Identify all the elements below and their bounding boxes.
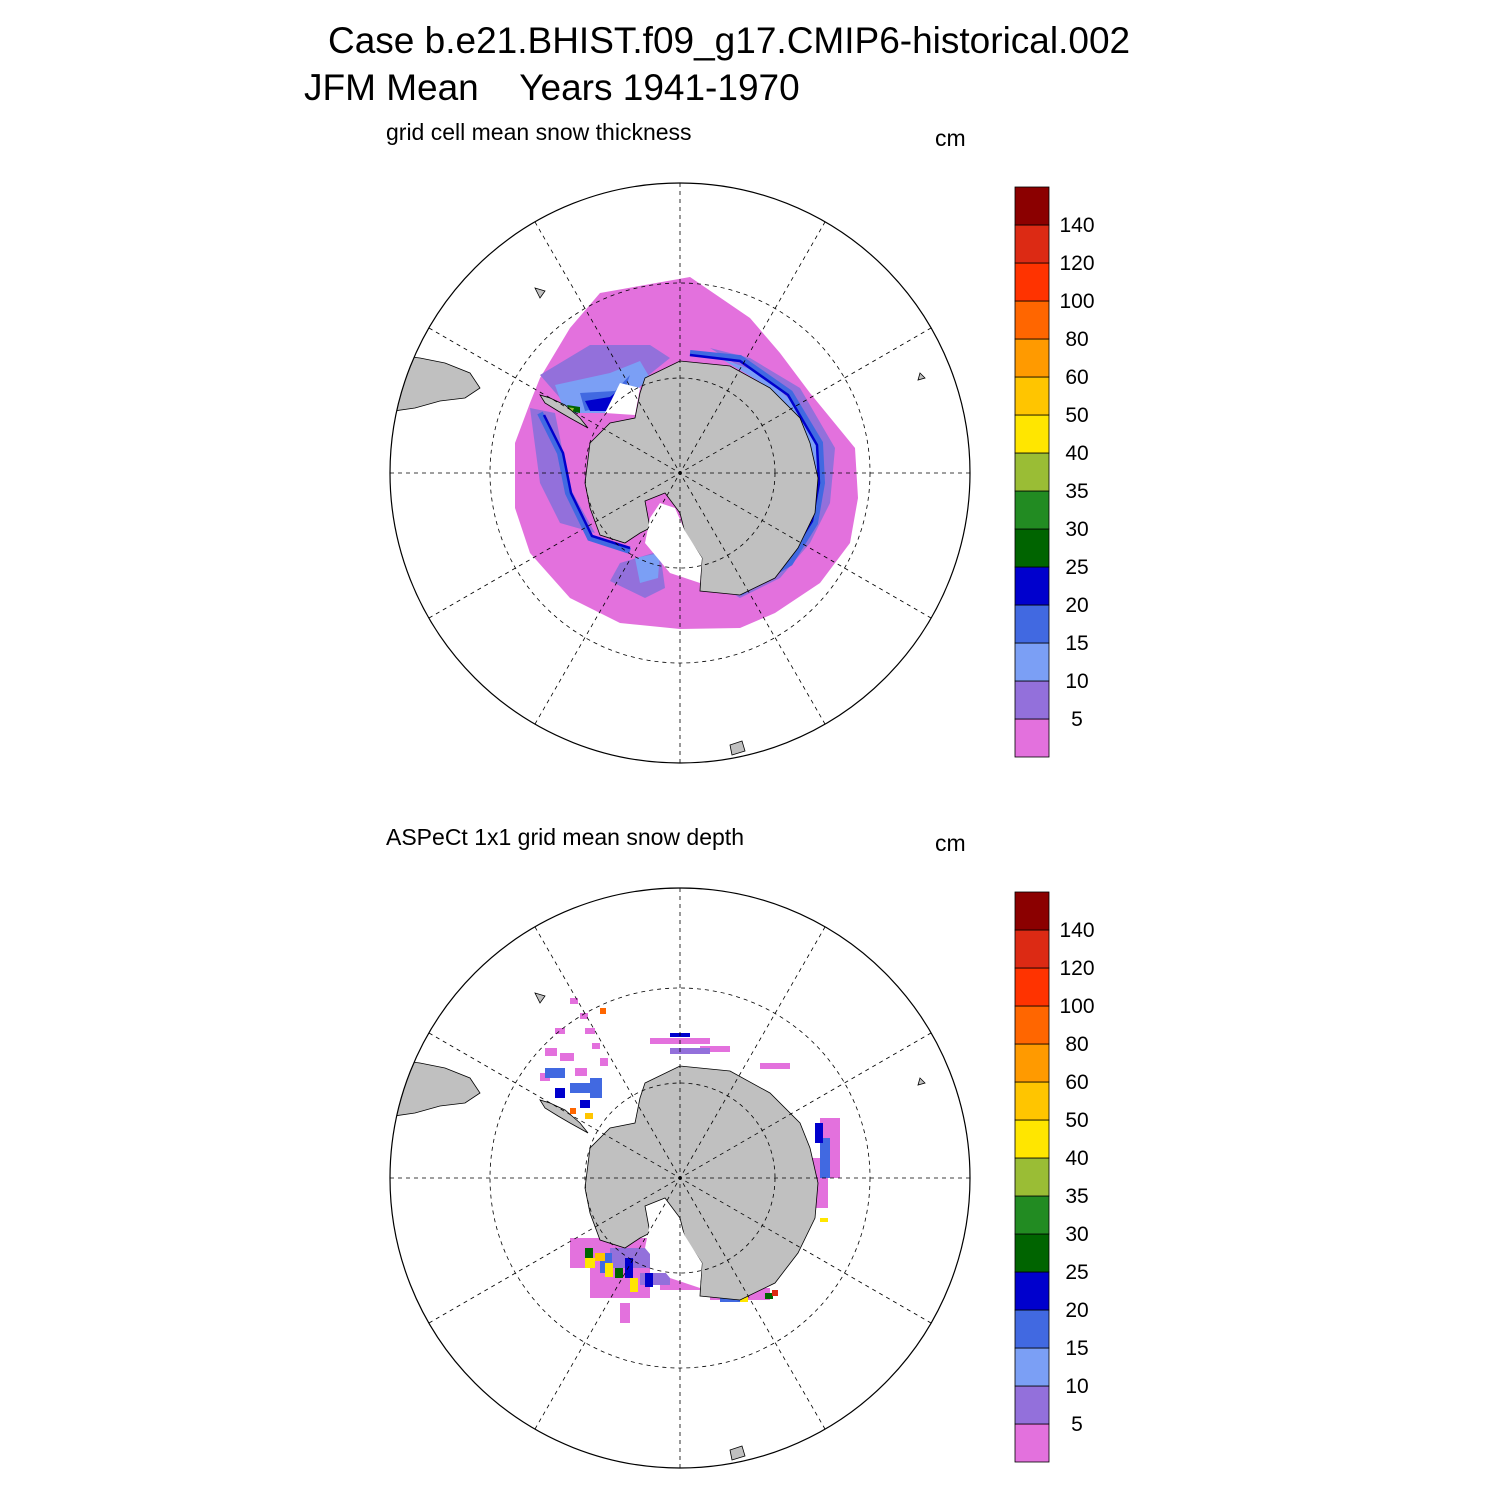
colorbar-tick-label: 60 (1065, 1071, 1088, 1094)
panel2-title: ASPeCt 1x1 grid mean snow depth (386, 824, 744, 850)
colorbar-swatch (1014, 414, 1050, 454)
colorbar-swatch (1014, 452, 1050, 492)
colorbar-swatch (1014, 300, 1050, 340)
colorbar-tick-label: 10 (1065, 670, 1088, 693)
colorbar-swatch (1014, 642, 1050, 682)
colorbar-swatch (1014, 338, 1050, 378)
colorbar-tick-label: 5 (1071, 708, 1083, 731)
colorbar-swatch (1014, 376, 1050, 416)
colorbar-tick-label: 30 (1065, 518, 1088, 541)
panel1-units: cm (935, 125, 966, 151)
colorbar-tick-label: 80 (1065, 1033, 1088, 1056)
colorbar-tick-label: 20 (1065, 594, 1088, 617)
colorbar-swatch (1014, 891, 1050, 931)
colorbar-swatch (1014, 967, 1050, 1007)
colorbar-tick-label: 100 (1059, 995, 1094, 1018)
colorbar-swatch (1014, 718, 1050, 758)
colorbar-tick-label: 100 (1059, 290, 1094, 313)
colorbar-tick-label: 30 (1065, 1223, 1088, 1246)
colorbar-tick-label: 35 (1065, 480, 1088, 503)
colorbar-swatch (1014, 1119, 1050, 1159)
colorbar-swatch (1014, 604, 1050, 644)
colorbar-tick-label: 20 (1065, 1299, 1088, 1322)
panel1-map-border (389, 182, 971, 764)
colorbar-swatch (1014, 262, 1050, 302)
panel2-antarctica-landmass (539, 1065, 819, 1301)
panel1-antarctica-landmass (539, 360, 819, 596)
panel1-polar-map (389, 182, 971, 764)
colorbar-tick-label: 15 (1065, 1337, 1088, 1360)
colorbar-tick-label: 15 (1065, 632, 1088, 655)
colorbar-swatch (1014, 1385, 1050, 1425)
panel2-units: cm (935, 830, 966, 856)
panel1-title: grid cell mean snow thickness (386, 119, 692, 145)
colorbar-tick-label: 120 (1059, 957, 1094, 980)
main-title-period: JFM Mean Years 1941-1970 (304, 67, 800, 108)
panel2-polar-map (389, 887, 971, 1469)
colorbar-swatch (1014, 1157, 1050, 1197)
panel2-map-border (389, 887, 971, 1469)
colorbar-swatch (1014, 566, 1050, 606)
colorbar-tick-label: 80 (1065, 328, 1088, 351)
colorbar-tick-label: 60 (1065, 366, 1088, 389)
colorbar-swatch (1014, 929, 1050, 969)
colorbar-tick-label: 140 (1059, 919, 1094, 942)
colorbar-tick-label: 140 (1059, 214, 1094, 237)
colorbar-swatch (1014, 1233, 1050, 1273)
colorbar-tick-label: 10 (1065, 1375, 1088, 1398)
colorbar-tick-label: 35 (1065, 1185, 1088, 1208)
colorbar-swatch (1014, 1423, 1050, 1463)
panel1-colorbar: 5 10 15 20 25 30 35 40 50 60 80 100 120 140 (1014, 186, 1095, 758)
colorbar-swatch (1014, 680, 1050, 720)
colorbar-tick-label: 5 (1071, 1413, 1083, 1436)
colorbar-tick-label: 40 (1065, 1147, 1088, 1170)
main-title-case: Case b.e21.BHIST.f09_g17.CMIP6-historica… (328, 20, 1131, 61)
panel2-colorbar: 5 10 15 20 25 30 35 40 50 60 80 100 120 140 (1014, 891, 1095, 1463)
colorbar-swatch (1014, 1043, 1050, 1083)
colorbar-swatch (1014, 1271, 1050, 1311)
colorbar-swatch (1014, 224, 1050, 264)
colorbar-swatch (1014, 1081, 1050, 1121)
colorbar-tick-label: 120 (1059, 252, 1094, 275)
colorbar-tick-label: 40 (1065, 442, 1088, 465)
colorbar-tick-label: 50 (1065, 1109, 1088, 1132)
colorbar-swatch (1014, 1347, 1050, 1387)
colorbar-swatch (1014, 528, 1050, 568)
colorbar-tick-label: 25 (1065, 1261, 1088, 1284)
colorbar-swatch (1014, 186, 1050, 226)
colorbar-swatch (1014, 490, 1050, 530)
panel1-graticule (390, 183, 970, 763)
colorbar-swatch (1014, 1005, 1050, 1045)
colorbar-tick-label: 50 (1065, 404, 1088, 427)
colorbar-tick-label: 25 (1065, 556, 1088, 579)
colorbar-swatch (1014, 1195, 1050, 1235)
panel2-graticule (390, 888, 970, 1468)
colorbar-swatch (1014, 1309, 1050, 1349)
